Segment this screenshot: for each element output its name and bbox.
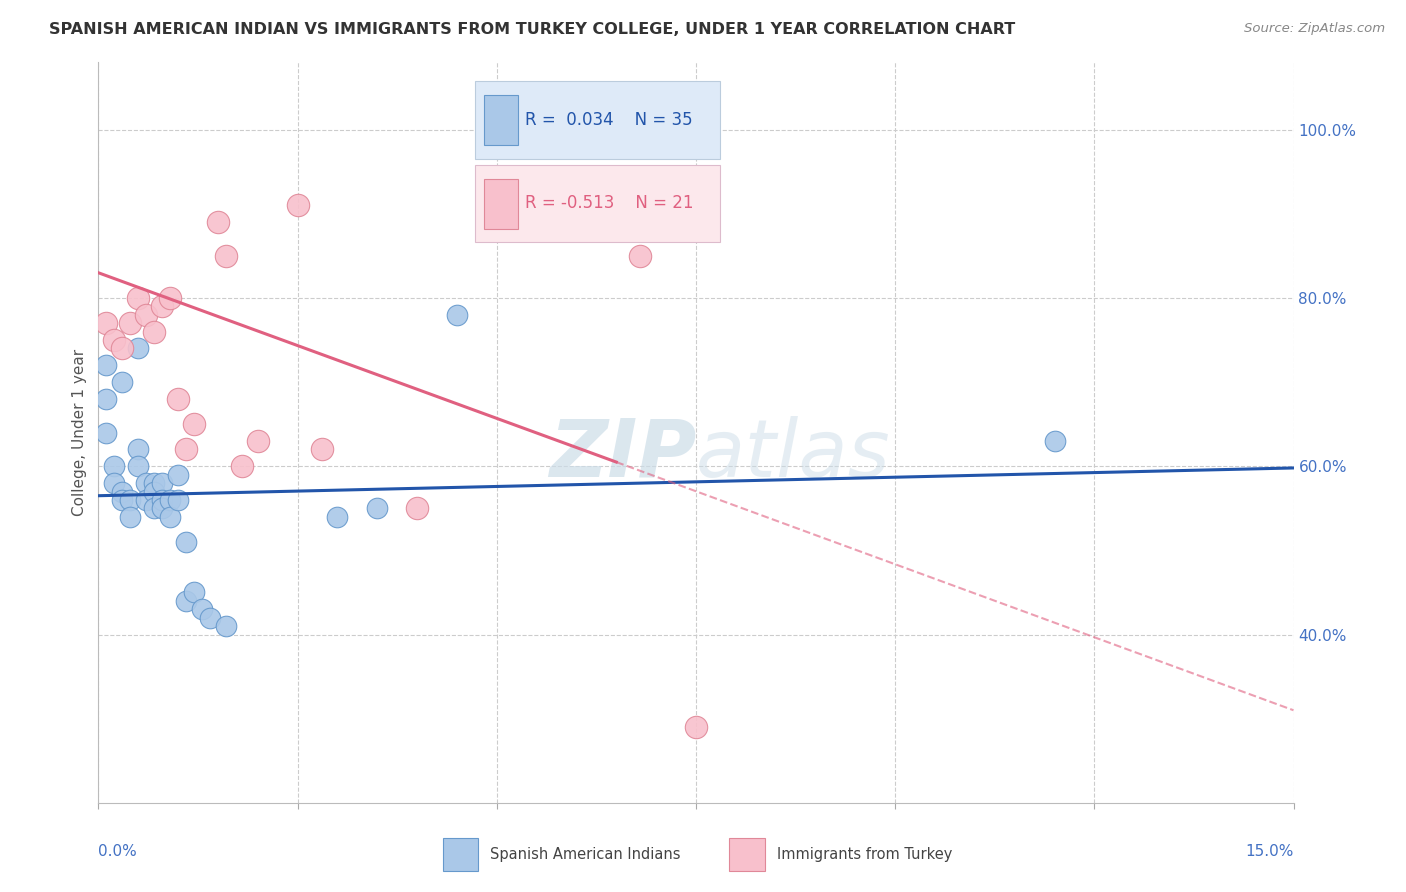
Point (120, 492, 142, 507)
Point (215, 249, 238, 263)
Text: Spanish American Indians: Spanish American Indians (491, 847, 681, 863)
Point (191, 602, 214, 616)
Point (198, 611, 221, 625)
Point (628, 249, 651, 263)
Point (174, 535, 197, 549)
Point (127, 442, 149, 457)
Point (150, 501, 173, 516)
Point (135, 492, 157, 507)
Point (96, 316, 118, 330)
FancyBboxPatch shape (485, 95, 517, 145)
Text: R = -0.513    N = 21: R = -0.513 N = 21 (524, 194, 693, 212)
Point (143, 501, 166, 516)
Point (207, 215, 229, 229)
Point (96, 359, 118, 373)
Text: 0.0%: 0.0% (98, 845, 138, 860)
Point (167, 467, 190, 482)
FancyBboxPatch shape (475, 165, 720, 243)
Text: 15.0%: 15.0% (1246, 845, 1294, 860)
Point (183, 585, 205, 599)
FancyBboxPatch shape (475, 81, 720, 159)
Point (96, 392, 118, 406)
Point (150, 300, 173, 314)
Point (231, 459, 253, 474)
Point (127, 459, 149, 474)
Point (150, 476, 173, 491)
Point (103, 476, 125, 491)
Text: Immigrants from Turkey: Immigrants from Turkey (778, 847, 953, 863)
Point (246, 434, 269, 448)
Point (143, 484, 166, 499)
Point (103, 459, 125, 474)
Point (174, 442, 197, 457)
Point (135, 308, 157, 322)
Point (215, 619, 238, 633)
Point (446, 308, 468, 322)
Text: Source: ZipAtlas.com: Source: ZipAtlas.com (1244, 22, 1385, 36)
Point (111, 484, 134, 499)
Point (150, 492, 173, 507)
Point (167, 392, 190, 406)
Text: atlas: atlas (696, 416, 891, 494)
Point (111, 342, 134, 356)
Point (111, 375, 134, 389)
Point (96, 425, 118, 440)
Point (159, 509, 181, 524)
Point (127, 342, 149, 356)
Point (159, 492, 181, 507)
Point (120, 316, 142, 330)
Point (159, 291, 181, 305)
FancyBboxPatch shape (485, 178, 517, 229)
Point (1043, 434, 1066, 448)
FancyBboxPatch shape (443, 838, 478, 871)
Text: ZIP: ZIP (548, 416, 696, 494)
Point (103, 333, 125, 347)
Text: R =  0.034    N = 35: R = 0.034 N = 35 (524, 111, 693, 128)
Point (143, 476, 166, 491)
Point (406, 501, 429, 516)
Point (143, 325, 166, 339)
Point (287, 198, 309, 212)
Point (127, 291, 149, 305)
FancyBboxPatch shape (730, 838, 765, 871)
Point (135, 476, 157, 491)
Y-axis label: College, Under 1 year: College, Under 1 year (72, 349, 87, 516)
Text: SPANISH AMERICAN INDIAN VS IMMIGRANTS FROM TURKEY COLLEGE, UNDER 1 YEAR CORRELAT: SPANISH AMERICAN INDIAN VS IMMIGRANTS FR… (49, 22, 1015, 37)
Point (183, 417, 205, 432)
Point (326, 509, 349, 524)
Point (366, 501, 388, 516)
Point (311, 442, 333, 457)
Point (111, 492, 134, 507)
Point (174, 594, 197, 608)
Point (685, 720, 707, 734)
Point (120, 509, 142, 524)
Point (167, 492, 190, 507)
